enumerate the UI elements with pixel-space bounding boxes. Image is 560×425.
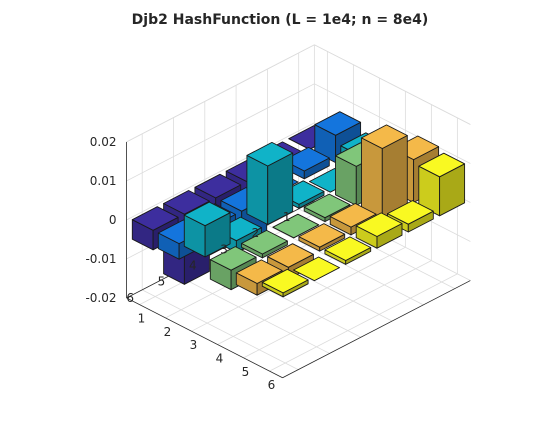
x-floor-gridline <box>217 246 406 345</box>
x-floor-gridline <box>269 273 458 372</box>
bar-4-5 <box>241 229 288 259</box>
chart-title: Djb2 HashFunction (L = 1e4; n = 8e4) <box>132 12 429 28</box>
bar-face-top <box>235 259 283 284</box>
y-floor-gridline <box>173 273 330 354</box>
bar-face-top <box>131 206 179 231</box>
bar-face-top <box>267 243 314 268</box>
x-tick-label: 2 <box>164 325 172 339</box>
x-floor-gridline <box>243 260 432 359</box>
bar-3-6 <box>183 201 231 258</box>
y-floor-gridline <box>142 289 299 371</box>
y-floor-gridline <box>298 208 455 290</box>
bar-6-4 <box>324 236 372 265</box>
bar-face-top <box>293 256 340 282</box>
bar-5-4 <box>298 223 346 252</box>
bar-face-top <box>298 223 346 248</box>
bar-face-front <box>246 154 269 225</box>
bar-face-top <box>314 111 362 136</box>
y-tick-label: 3 <box>220 242 228 256</box>
bar-face-top <box>209 246 257 271</box>
y-tick-label: 5 <box>158 275 166 289</box>
bar-3-4 <box>246 141 294 225</box>
x-tick-label: 1 <box>138 312 146 326</box>
y-axis-line <box>282 280 471 379</box>
y-tick-label: 1 <box>283 210 291 224</box>
bar-5-2 <box>361 124 408 220</box>
z-tick-label: -0.02 <box>85 291 116 305</box>
x-tick-label: 4 <box>216 352 224 366</box>
bar-face-top <box>361 124 408 149</box>
z-tick-label: -0.01 <box>85 252 116 266</box>
bar-face-top <box>303 193 351 219</box>
x-tick-label: 6 <box>268 378 276 392</box>
bar-face-top <box>183 201 231 227</box>
bar-6-5 <box>293 256 340 282</box>
bars-layer <box>131 111 466 298</box>
bar-face-front <box>361 137 383 220</box>
bar-face-top <box>163 190 210 215</box>
bar-face-top <box>272 213 320 239</box>
bar-face-top <box>241 229 288 255</box>
bar-face-top <box>246 141 294 167</box>
x-axis-line <box>126 297 283 379</box>
bar-face-top <box>194 173 242 199</box>
bar-4-4 <box>272 213 320 239</box>
bar-6-6 <box>261 268 309 298</box>
bar-face-top <box>329 203 377 228</box>
bar-face-top <box>418 152 466 178</box>
y-floor-gridline <box>267 224 424 306</box>
y-tick-label: 6 <box>126 291 134 305</box>
y-tick-label: 2 <box>252 226 260 240</box>
bar-face-top <box>355 212 403 237</box>
z-tick-label: 0.01 <box>90 174 117 188</box>
x-tick-label: 5 <box>242 365 250 379</box>
bar-face-top <box>324 236 372 261</box>
z-tick-label: 0 <box>109 213 117 227</box>
bar-face-top <box>261 268 309 294</box>
bar-6-1 <box>418 152 466 217</box>
y-tick-label: 4 <box>189 258 197 272</box>
bar-6-3 <box>355 212 403 249</box>
x-tick-label: 3 <box>190 338 198 352</box>
bar-face-top <box>387 200 434 225</box>
z-tick-label: 0.02 <box>90 135 117 149</box>
